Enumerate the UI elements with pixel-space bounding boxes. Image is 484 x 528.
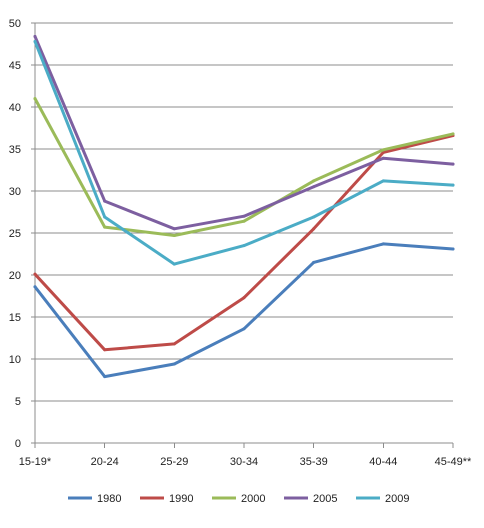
y-tick-label: 0	[15, 438, 21, 450]
data-point-1990	[242, 296, 246, 300]
y-tick-label: 50	[9, 18, 21, 30]
data-point-2000	[103, 225, 107, 229]
data-point-2009	[381, 179, 385, 183]
y-tick-label: 20	[9, 270, 21, 282]
series-line-2009	[33, 40, 455, 266]
data-point-1980	[172, 362, 176, 366]
legend-label: 2005	[313, 493, 337, 505]
x-tick-label: 20-24	[91, 456, 119, 468]
legend-label: 1990	[169, 493, 193, 505]
data-point-1980	[451, 247, 455, 251]
data-point-1980	[312, 260, 316, 264]
legend-label: 1980	[97, 493, 121, 505]
legend-label: 2000	[241, 493, 265, 505]
data-point-2000	[33, 97, 37, 101]
series-line-1990	[33, 134, 455, 352]
y-tick-label: 10	[9, 354, 21, 366]
y-tick-label: 15	[9, 312, 21, 324]
x-tick-labels: 15-19* 20-24 25-29 30-34 35-39 40-44 45-49**	[19, 456, 472, 468]
y-tick-label: 40	[9, 102, 21, 114]
x-tick-label: 30-34	[230, 456, 258, 468]
legend-label: 2009	[385, 493, 409, 505]
data-point-2009	[451, 183, 455, 187]
y-tick-label: 5	[15, 396, 21, 408]
legend: 1980 1990 2000 2005 2009	[68, 493, 409, 505]
data-point-1980	[33, 285, 37, 289]
x-tick-label: 35-39	[300, 456, 328, 468]
y-tick-label: 45	[9, 60, 21, 72]
y-tick-label: 25	[9, 228, 21, 240]
data-point-2005	[33, 34, 37, 38]
data-point-1980	[381, 242, 385, 246]
data-point-2009	[312, 215, 316, 219]
data-point-2005	[103, 199, 107, 203]
data-point-1990	[172, 342, 176, 346]
data-point-2005	[172, 227, 176, 231]
x-tick-label: 40-44	[369, 456, 397, 468]
y-tick-label: 30	[9, 186, 21, 198]
x-tick-label: 15-19*	[19, 456, 52, 468]
data-point-2000	[312, 179, 316, 183]
data-point-2005	[451, 162, 455, 166]
data-point-2009	[242, 244, 246, 248]
data-point-1990	[33, 272, 37, 276]
data-point-2000	[242, 219, 246, 223]
gridlines	[35, 22, 453, 402]
data-point-2005	[312, 185, 316, 189]
data-point-2000	[451, 132, 455, 136]
data-point-1990	[103, 348, 107, 352]
data-point-2000	[381, 148, 385, 152]
data-point-1980	[103, 375, 107, 379]
axes	[31, 22, 454, 448]
data-point-2005	[242, 214, 246, 218]
data-point-2005	[381, 156, 385, 160]
data-point-2000	[172, 234, 176, 238]
x-tick-label: 25-29	[160, 456, 188, 468]
data-point-2009	[103, 215, 107, 219]
data-point-2009	[33, 39, 37, 43]
series-line-1980	[33, 242, 455, 379]
y-tick-label: 35	[9, 144, 21, 156]
data-point-2009	[172, 262, 176, 266]
x-tick-label: 45-49**	[435, 456, 472, 468]
data-point-1990	[312, 227, 316, 231]
series-lines	[33, 34, 455, 379]
y-tick-labels: 0 5 10 15 20 25 30 35 40 45 50	[9, 18, 21, 450]
data-point-1980	[242, 327, 246, 331]
